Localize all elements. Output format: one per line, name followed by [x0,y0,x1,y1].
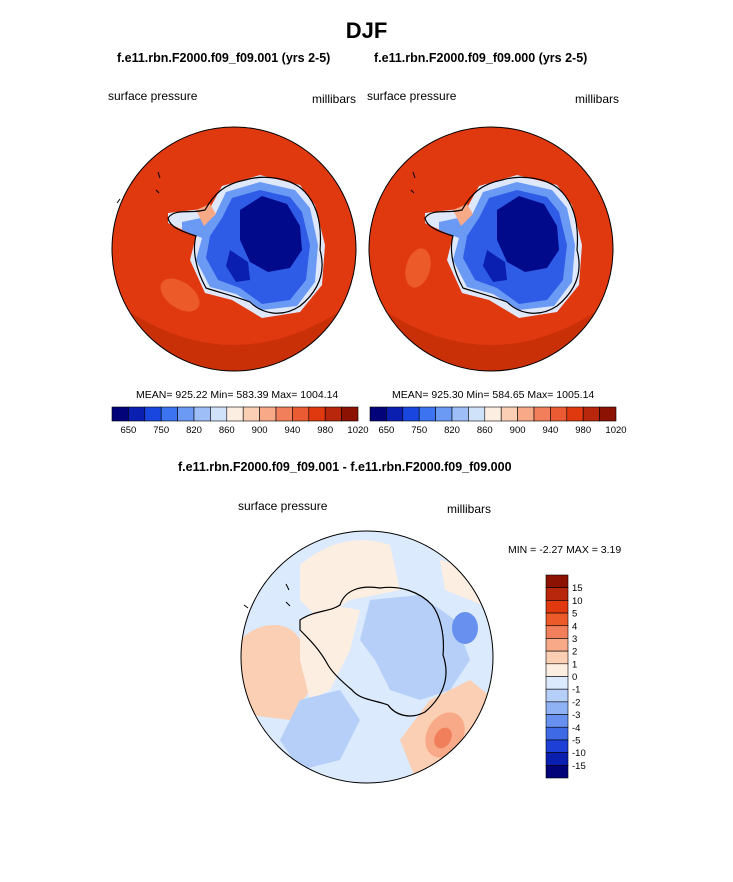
colorbar-swatch [566,406,584,422]
colorbar-swatch [484,406,502,422]
colorbar-swatch [545,739,569,753]
panel1-stats: MEAN= 925.22 Min= 583.39 Max= 1004.14 [136,389,339,401]
diff-variable-label: surface pressure [238,499,328,513]
colorbar-tick-label: 0 [572,672,577,683]
colorbar-swatch [545,650,569,665]
colorbar-swatch [226,406,244,422]
colorbar-tick-label: -2 [572,697,580,708]
colorbar-swatch [468,406,486,422]
colorbar-tick-label: 650 [378,425,394,436]
colorbar-swatch [418,406,436,422]
colorbar-swatch [341,406,359,422]
colorbar-tick-label: -15 [572,761,586,772]
colorbar-swatch [435,406,453,422]
colorbar-swatch [545,663,569,677]
colorbar-swatch [369,406,387,422]
colorbar-tick-label: 820 [444,425,460,436]
colorbar-tick-label: 1020 [347,425,368,436]
colorbar-swatch [500,406,518,422]
colorbar-swatch [386,406,404,422]
panel1-map [111,126,357,372]
colorbar-tick-label: 5 [572,609,577,620]
colorbar-tick-label: 2 [572,647,577,658]
panel1-variable-label: surface pressure [108,89,198,103]
colorbar-tick-label: -4 [572,723,580,734]
colorbar-tick-label: 1020 [605,425,626,436]
colorbar-tick-label: 940 [284,425,300,436]
colorbar-swatch [545,574,569,588]
colorbar-tick-label: -10 [572,748,586,759]
colorbar-swatch [599,406,617,422]
colorbar-tick-label: 900 [510,425,526,436]
panel2-variable-label: surface pressure [367,89,457,103]
panel2-map [368,126,614,372]
diff-title: f.e11.rbn.F2000.f09_f09.001 - f.e11.rbn.… [178,460,512,474]
colorbar-tick-label: 750 [411,425,427,436]
diff-units-label: millibars [447,502,492,516]
colorbar-swatch [517,406,535,422]
colorbar-swatch [545,752,569,766]
colorbar-swatch [308,406,326,422]
colorbar-tick-label: 860 [219,425,235,436]
panel2-units-label: millibars [575,92,620,106]
colorbar-swatch [259,406,277,422]
colorbar-swatch [193,406,211,422]
colorbar-swatch [177,406,195,422]
colorbar-tick-label: 15 [572,583,583,594]
colorbar-swatch [545,676,569,690]
panel2-stats: MEAN= 925.30 Min= 584.65 Max= 1005.14 [392,389,595,401]
colorbar-tick-label: 1 [572,659,577,670]
colorbar-swatch [545,701,569,715]
colorbar-swatch [160,406,178,422]
colorbar-swatch [550,406,568,422]
colorbar-tick-label: 10 [572,596,583,607]
colorbar-swatch [545,600,569,614]
colorbar-tick-label: 980 [317,425,333,436]
colorbar-swatch [545,638,569,652]
colorbar-swatch [545,726,569,741]
colorbar-swatch [533,406,551,422]
colorbar-tick-label: -3 [572,710,580,721]
colorbar-tick-label: 750 [153,425,169,436]
colorbar-swatch [292,406,310,422]
colorbar-tick-label: 4 [572,621,577,632]
colorbar-tick-label: 860 [477,425,493,436]
panel1-units-label: millibars [312,92,357,106]
panel1-title: f.e11.rbn.F2000.f09_f09.001 (yrs 2-5) [117,51,331,65]
colorbar-swatch [451,406,469,422]
colorbar-swatch [545,612,569,627]
colorbar-swatch [210,406,228,422]
colorbar-tick-label: 3 [572,634,577,645]
colorbar-tick-label: 650 [120,425,136,436]
colorbar-swatch [402,406,420,422]
diff-stats: MIN = -2.27 MAX = 3.19 [508,544,622,556]
colorbar-tick-label: 980 [575,425,591,436]
colorbar-swatch [275,406,293,422]
colorbar-tick-label: 900 [252,425,268,436]
colorbar-swatch [242,406,260,422]
colorbar-swatch [111,406,129,422]
colorbar-swatch [545,587,569,601]
colorbar-tick-label: 940 [542,425,558,436]
colorbar-tick-label: 820 [186,425,202,436]
colorbar-swatch [128,406,146,422]
page-title: DJF [345,18,388,43]
colorbar-swatch [545,625,569,639]
colorbar-tick-label: -1 [572,685,580,696]
colorbar-swatch [144,406,162,422]
colorbar-swatch [545,765,569,779]
colorbar-swatch [582,406,600,422]
panel1-colorbar: 650 750 820 860 900 940 980 1020 [111,406,369,436]
panel2-colorbar: 650 750 820 860 900 940 980 1020 [369,406,627,436]
colorbar-swatch [545,688,569,703]
panel2-title: f.e11.rbn.F2000.f09_f09.000 (yrs 2-5) [374,51,588,65]
diff-map [240,530,494,784]
colorbar-tick-label: -5 [572,735,580,746]
colorbar-swatch [324,406,342,422]
colorbar-swatch [545,714,569,728]
